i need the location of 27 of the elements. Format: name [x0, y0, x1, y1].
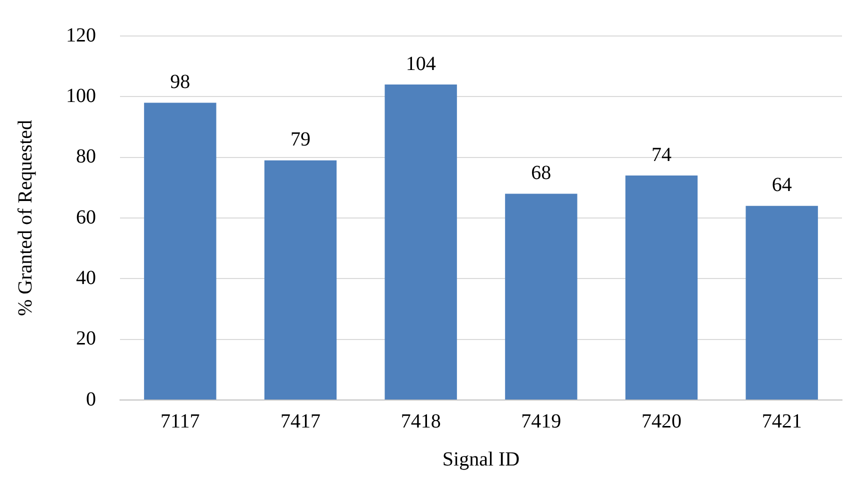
y-tick-label: 100 [66, 84, 96, 107]
y-axis-title: % Granted of Requested [14, 120, 36, 316]
bar [144, 102, 216, 400]
y-tick-label: 40 [76, 266, 96, 289]
x-tick-label: 7418 [400, 410, 441, 432]
x-tick-label: 7417 [280, 410, 320, 432]
x-axis-title: Signal ID [442, 448, 520, 470]
data-label: 64 [772, 174, 792, 196]
bar [384, 84, 457, 400]
data-label: 79 [290, 128, 310, 151]
bar [264, 160, 337, 400]
data-label: 98 [170, 70, 190, 93]
y-tick-label: 80 [76, 146, 96, 168]
y-tick-label: 60 [76, 206, 96, 228]
data-label: 74 [652, 144, 672, 166]
x-tick-label: 7117 [160, 410, 200, 432]
data-label: 104 [406, 52, 436, 75]
bar [625, 176, 698, 400]
bar [505, 194, 578, 400]
x-tick-label: 7421 [762, 410, 802, 432]
x-tick-label: 7420 [642, 410, 682, 432]
bar [746, 206, 818, 400]
y-tick-label: 120 [66, 24, 96, 46]
y-tick-label: 0 [86, 388, 96, 410]
x-tick-label: 7419 [521, 410, 562, 432]
y-tick-label: 20 [76, 328, 96, 350]
data-label: 68 [531, 162, 552, 184]
